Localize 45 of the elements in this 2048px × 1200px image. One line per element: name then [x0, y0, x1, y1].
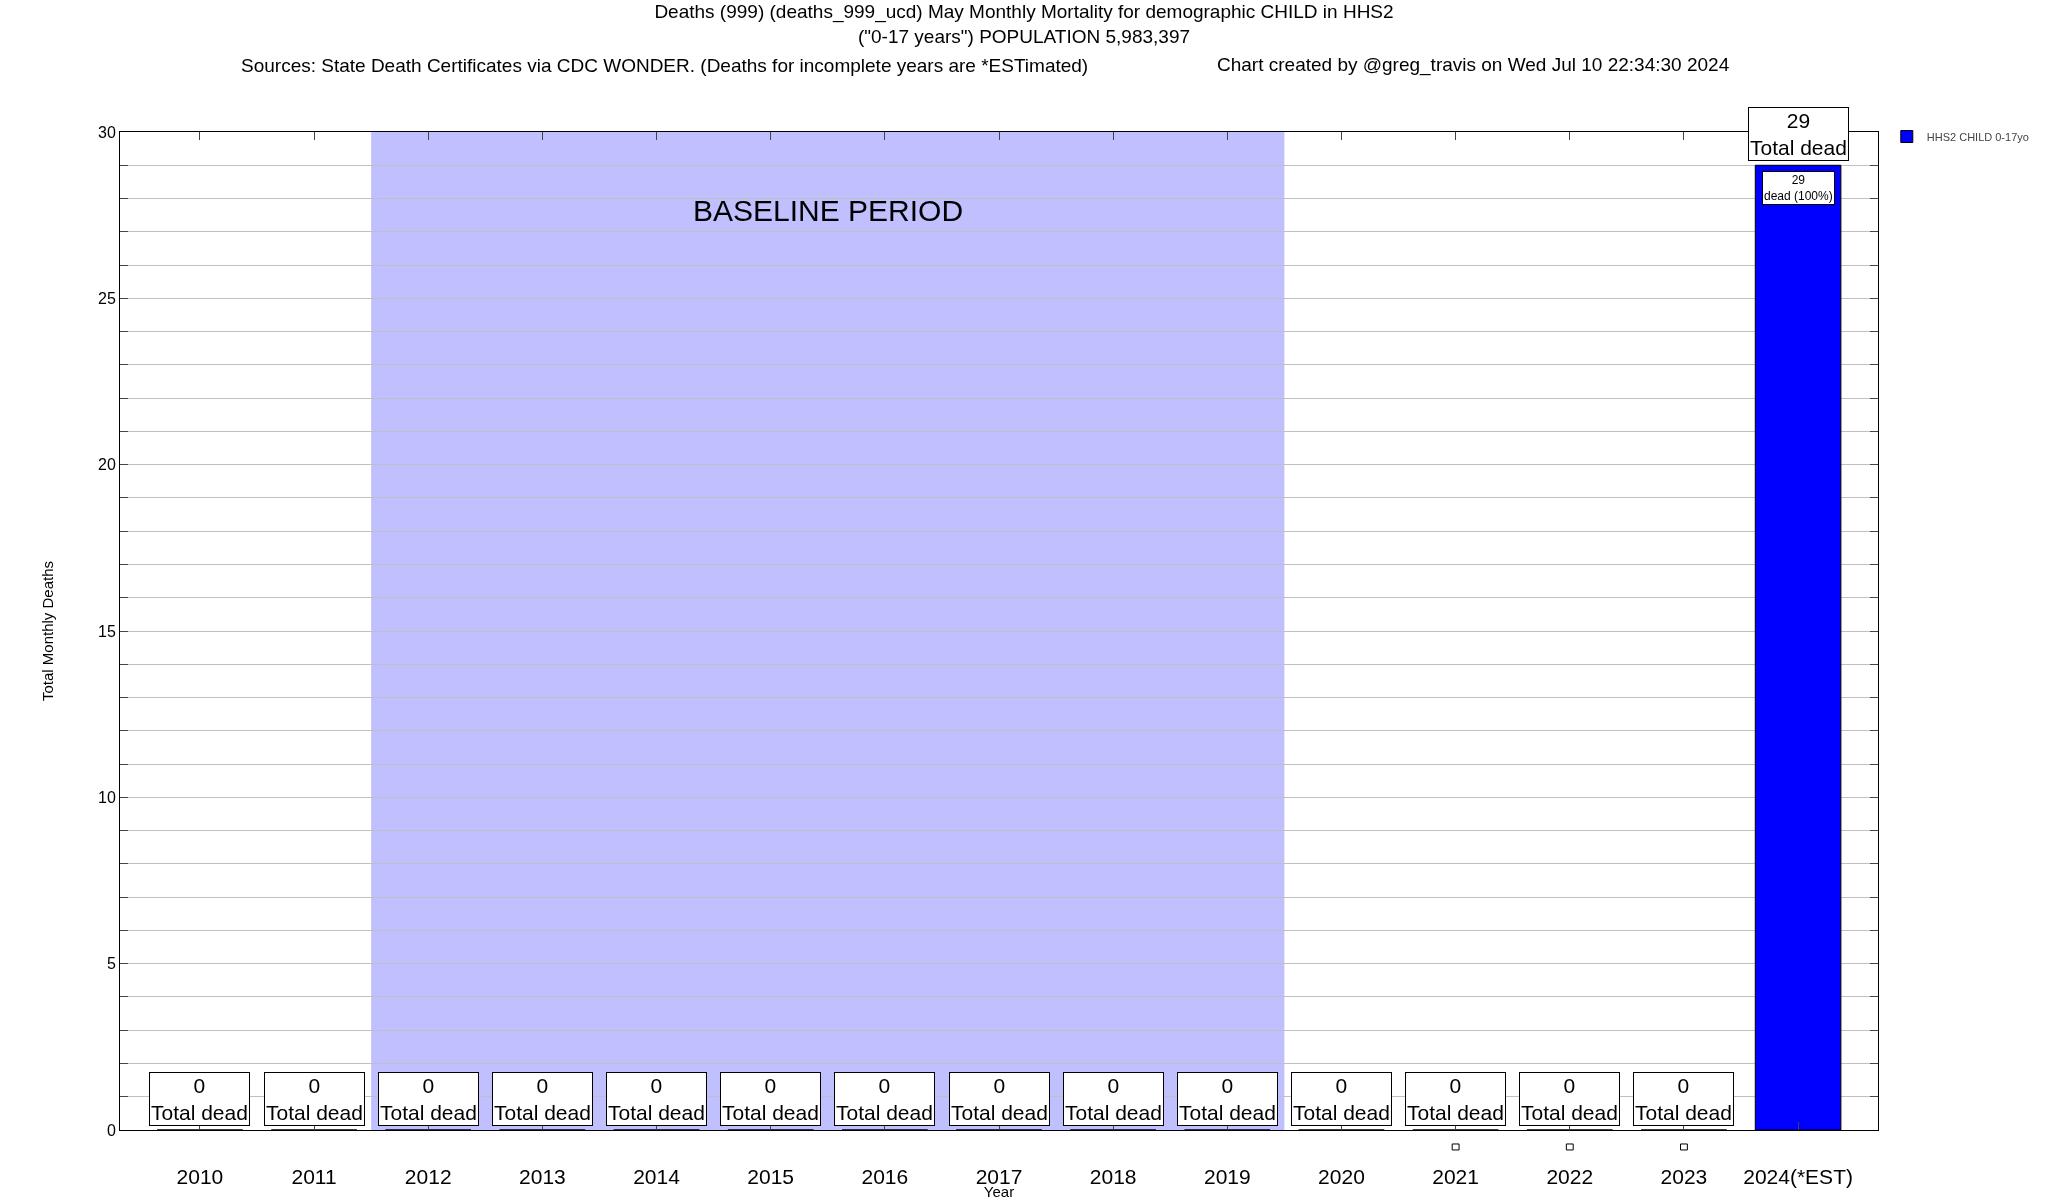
- x-tick-label: 2023: [1660, 1165, 1708, 1189]
- x-tick-label: 2018: [1089, 1165, 1137, 1189]
- band-label: BASELINE PERIOD: [693, 194, 964, 227]
- data-label: 0 Total dead: [1179, 1074, 1276, 1125]
- data-label: 0 Total dead: [380, 1074, 477, 1125]
- y-tick-label: 5: [106, 955, 116, 973]
- x-axis-title: Year: [983, 1183, 1015, 1200]
- data-label: 0 Total dead: [951, 1074, 1048, 1125]
- annotation: 29 dead (100%): [1764, 173, 1833, 203]
- chart-subtitle: ("0-17 years") POPULATION 5,983,397: [857, 25, 1191, 47]
- x-tick-label: 2016: [861, 1165, 909, 1189]
- legend-label: HHS2 CHILD 0-17yo: [1926, 130, 2029, 143]
- x-tick-label: 2019: [1203, 1165, 1251, 1189]
- chart-title: Deaths (999) (deaths_999_ucd) May Monthly Mortality for demographic CHILD in HHS2: [654, 1, 1394, 23]
- x-tick-label: 2011: [291, 1165, 337, 1189]
- y-tick-label: 25: [98, 289, 116, 307]
- data-label: 0 Total dead: [494, 1074, 591, 1125]
- data-label: 29 Total dead: [1750, 109, 1847, 160]
- data-label: 0 Total dead: [1635, 1074, 1732, 1125]
- y-tick-label: 30: [98, 123, 116, 141]
- text: Chart created by @greg_travis on Wed Jul 10 22:34:30 2024: [1217, 54, 1730, 76]
- data-label: 0 Total dead: [836, 1074, 933, 1125]
- x-tick-label: 2024(*EST): [1743, 1165, 1853, 1189]
- x-tick-label: 2020: [1318, 1165, 1365, 1189]
- y-tick-label: 10: [98, 788, 116, 806]
- data-label: 0 Total dead: [1293, 1074, 1390, 1125]
- x-tick-label: 2012: [404, 1165, 452, 1189]
- y-tick-label: 0: [106, 1121, 116, 1139]
- x-tick-label: 2013: [519, 1165, 566, 1189]
- data-label: 0 Total dead: [1407, 1074, 1504, 1125]
- data-label: 0 Total dead: [608, 1074, 705, 1125]
- y-tick-label: 20: [98, 456, 116, 474]
- source-note: Sources: State Death Certificates via CDC WONDER. (Deaths for incomplete years are *ESTimated): [241, 55, 1089, 76]
- data-label: 0 Total dead: [722, 1074, 819, 1125]
- data-label: 0 Total dead: [1521, 1074, 1618, 1125]
- y-tick-label: 15: [98, 622, 116, 640]
- data-label: 0 Total dead: [1065, 1074, 1162, 1125]
- x-tick-label: 2010: [176, 1165, 224, 1189]
- x-tick-label: 2022: [1546, 1165, 1594, 1189]
- x-tick-label: 2014: [633, 1165, 681, 1189]
- data-label: 0 Total dead: [266, 1074, 363, 1125]
- x-tick-label: 2021: [1432, 1165, 1479, 1189]
- data-label: 0 Total dead: [151, 1074, 248, 1125]
- y-axis-title: Total Monthly Deaths: [39, 560, 57, 702]
- x-tick-label: 2015: [747, 1165, 795, 1189]
